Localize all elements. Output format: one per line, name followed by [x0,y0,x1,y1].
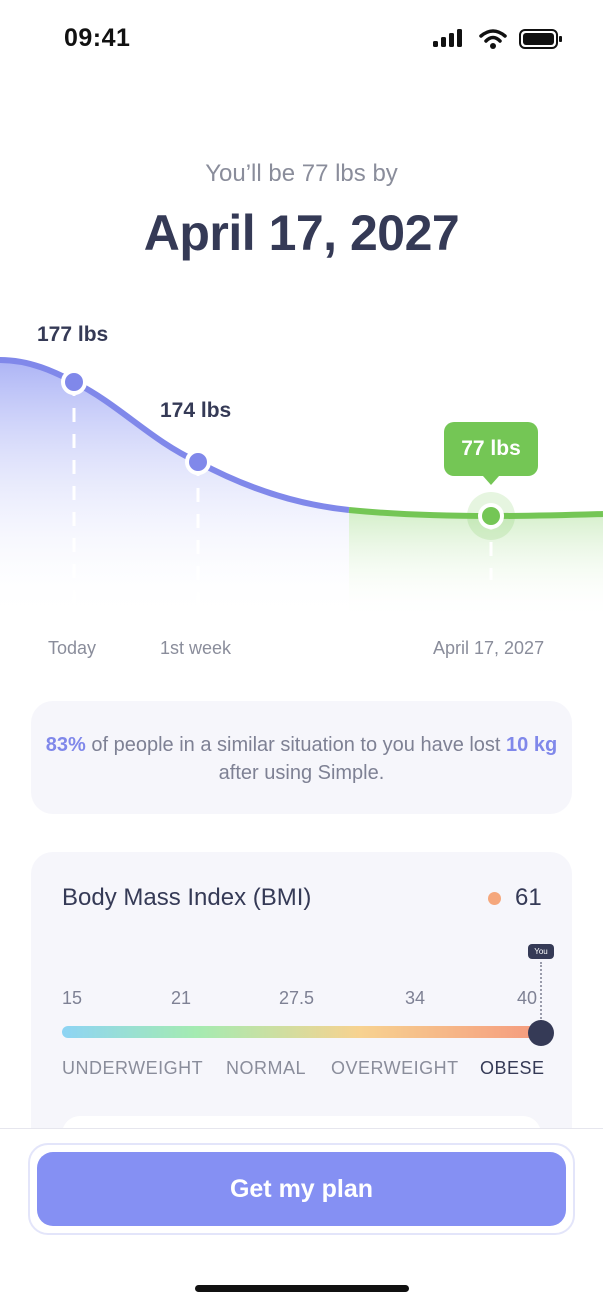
x-label-week: 1st week [160,638,232,658]
week-weight-label: 174 lbs [160,399,232,422]
stat-text-a: of people in a similar situation to you … [85,734,507,756]
get-my-plan-button[interactable]: Get my plan [37,1152,566,1226]
weight-projection-chart: 177 lbs 174 lbs 77 lbs Today 1st week Ap… [0,300,603,680]
goal-weight-bubble: 77 lbs [444,422,538,485]
bmi-title: Body Mass Index (BMI) [62,884,312,911]
bottom-cta-area: Get my plan [0,1128,603,1305]
today-weight-label: 177 lbs [37,323,109,346]
goal-point [478,503,504,529]
bmi-status-dot [488,892,501,905]
bmi-category-underweight: UNDERWEIGHT [62,1058,204,1078]
today-point [61,369,87,395]
x-label-goal: April 17, 2027 [433,638,545,658]
goal-date-title: April 17, 2027 [143,205,460,261]
status-bar: 09:41 [0,0,603,80]
projection-subtitle: You’ll be 77 lbs by [205,160,398,187]
goal-area [349,510,603,620]
bmi-category-overweight: OVERWEIGHT [331,1058,459,1078]
bmi-category-normal: NORMAL [226,1058,307,1078]
home-indicator [195,1285,409,1292]
bmi-category-obese: OBESE [480,1058,545,1078]
bmi-tick-40: 40 [517,988,538,1008]
cta-focus-ring [28,1143,575,1235]
bmi-scale-bar [62,1026,542,1038]
progress-line [0,357,350,513]
bmi-tick-34: 34 [405,988,426,1008]
bmi-scale-knob [528,1020,554,1046]
x-label-today: Today [48,638,97,658]
bmi-card: Body Mass Index (BMI) 61 You 15 21 27.5 … [31,852,572,1156]
stat-percent: 83% [45,734,86,756]
progress-area [0,360,349,620]
chart-svg [0,357,603,620]
bmi-tick-15: 15 [62,988,83,1008]
status-icons [433,28,563,50]
bmi-value: 61 [515,884,542,911]
bmi-you-marker: You [528,944,554,959]
cellular-signal-icon [433,29,462,47]
stat-amount: 10 kg [506,734,558,756]
status-time: 09:41 [64,24,131,52]
week-point [185,449,211,475]
bmi-tick-21: 21 [171,988,192,1008]
success-stat-card: 83% of people in a similar situation to … [31,701,572,814]
bmi-marker-line [540,962,542,1022]
wifi-icon [479,29,507,49]
bmi-tick-27-5: 27.5 [279,988,315,1008]
battery-icon [519,29,562,49]
stat-text-b: after using Simple. [218,762,385,784]
